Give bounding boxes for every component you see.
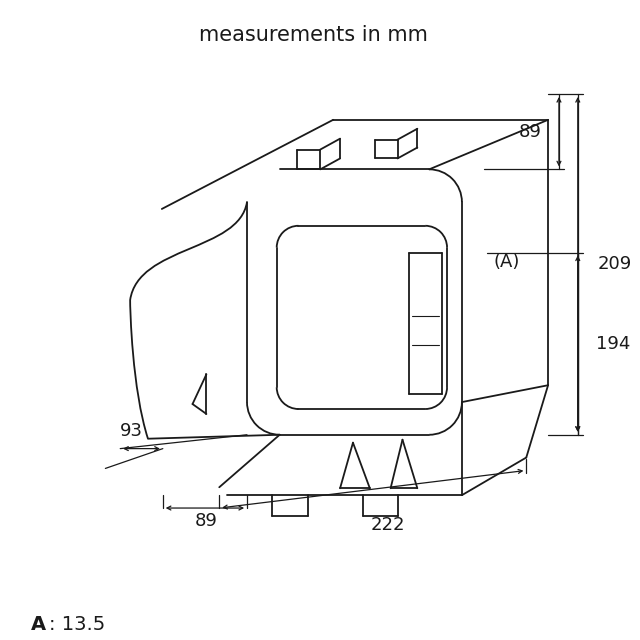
Text: : 13.5: : 13.5 xyxy=(49,616,105,634)
Text: 194: 194 xyxy=(596,335,630,353)
Text: A: A xyxy=(31,616,46,634)
Text: measurements in mm: measurements in mm xyxy=(200,25,428,45)
Text: 89: 89 xyxy=(195,512,218,530)
Text: 93: 93 xyxy=(120,422,143,440)
Text: (A): (A) xyxy=(493,253,520,271)
Text: 209: 209 xyxy=(598,255,632,273)
Text: 222: 222 xyxy=(371,516,405,534)
Text: 89: 89 xyxy=(518,123,541,141)
